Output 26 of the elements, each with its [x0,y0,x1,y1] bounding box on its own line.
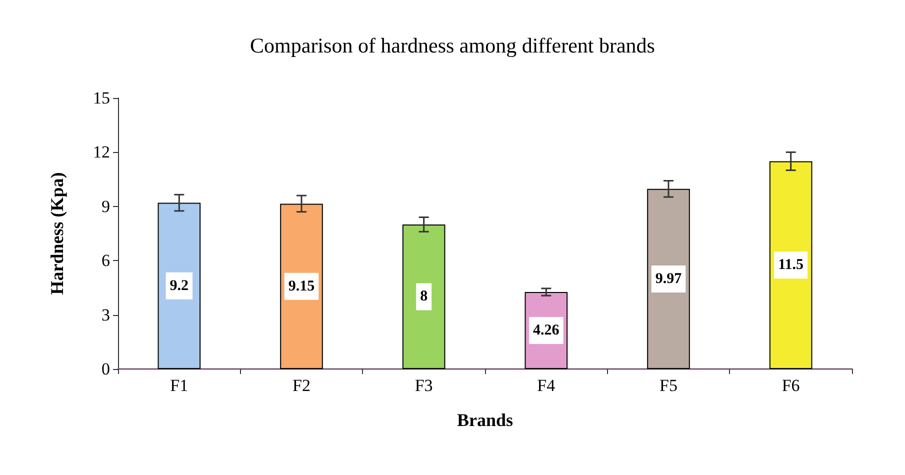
y-axis-title: Hardness (Kpa) [47,172,67,295]
y-tick-label: 15 [93,88,110,108]
data-label: 11.5 [778,257,804,274]
y-tick-label: 3 [102,305,110,324]
x-tick-label: F3 [414,376,433,395]
bar [158,202,201,369]
x-tick-label: F2 [292,376,310,395]
bar [769,161,812,369]
bar [647,188,690,369]
bar [280,204,323,369]
y-tick-label: 6 [102,251,110,270]
data-label: 9.97 [655,270,682,287]
data-label: 8 [420,288,428,305]
x-tick-label: F6 [782,376,800,395]
x-tick-label: F1 [170,376,188,395]
x-tick-label: F5 [660,376,678,395]
chart-title: Comparison of hardness among different brands [250,34,655,58]
data-label: 9.2 [170,278,189,294]
x-axis-title: Brands [456,410,514,430]
x-tick-label: F4 [537,376,556,395]
y-tick-label: 12 [93,142,110,162]
bar [402,224,446,369]
y-tick-label: 0 [102,360,110,378]
data-label: 4.26 [533,322,560,339]
y-tick-label: 9 [102,196,110,216]
data-label: 9.15 [288,278,315,294]
